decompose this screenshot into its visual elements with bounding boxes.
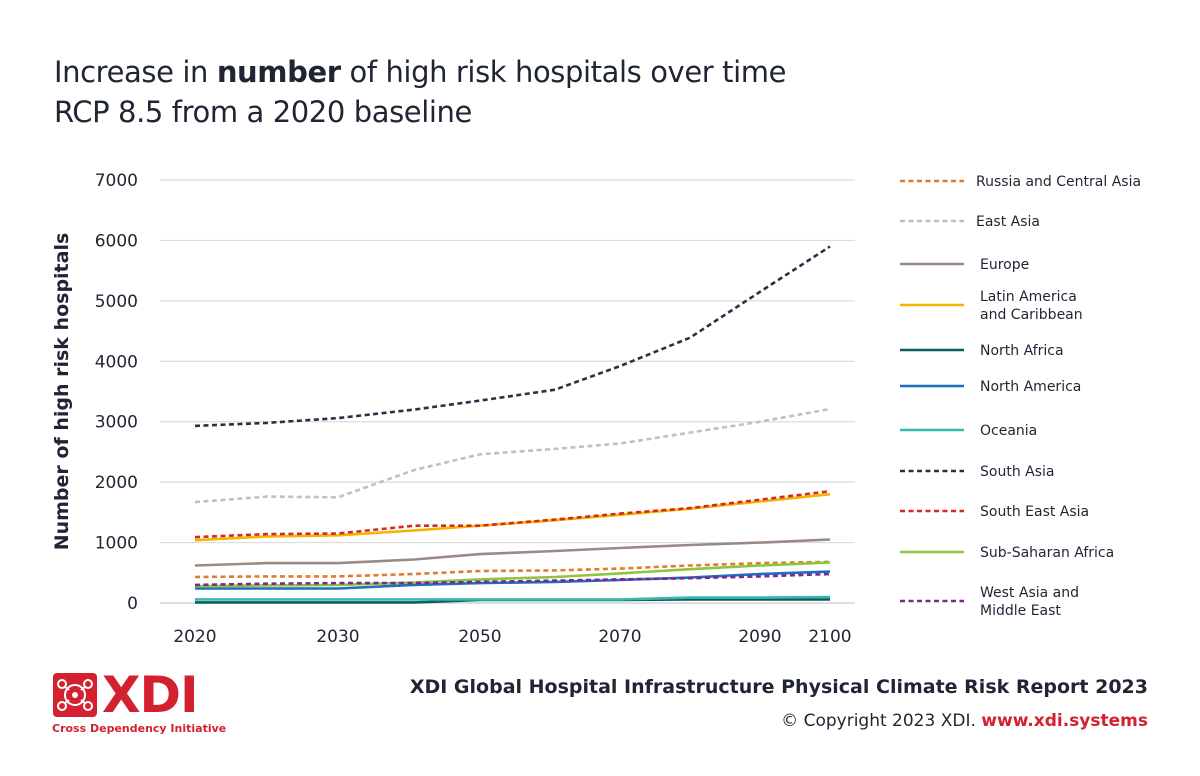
report-title: XDI Global Hospital Infrastructure Physi… [409,676,1148,698]
x-tick-label: 2100 [808,627,851,647]
legend-label: Sub-Saharan Africa [980,545,1114,561]
legend-label: Russia and Central Asia [976,174,1141,190]
x-tick-label: 2090 [738,627,781,647]
logo-wordmark: XDI [102,666,199,724]
series-line [194,561,831,588]
website-link[interactable]: www.xdi.systems [981,711,1148,731]
y-axis-title: Number of high risk hospitals [51,233,73,551]
legend-label: West Asia and Middle East [980,585,1079,619]
legend-label: South East Asia [980,504,1089,520]
x-tick-label: 2020 [173,627,216,647]
legend-label: South Asia [980,464,1054,480]
y-tick-label: 2000 [95,473,138,493]
y-tick-label: 4000 [95,352,138,372]
title-line-2: RCP 8.5 from a 2020 baseline [54,95,472,129]
x-tick-label: 2070 [598,627,641,647]
series-line [194,489,831,539]
y-tick-label: 3000 [95,413,138,433]
y-tick-label: 1000 [95,534,138,554]
y-tick-label: 6000 [95,231,138,251]
series-line [195,570,831,590]
series-line [194,245,831,428]
legend-label: Latin America and Caribbean [980,289,1083,323]
legend-label: Europe [980,257,1029,273]
series-line [194,560,831,579]
x-tick-label: 2050 [458,627,501,647]
series-line [194,572,831,587]
y-tick-label: 0 [127,594,138,614]
network-logo-icon [53,673,97,717]
legend-label: East Asia [976,214,1040,230]
logo-subtitle: Cross Dependency Initiative [52,722,227,735]
y-tick-label: 7000 [95,171,138,191]
copyright-text: © Copyright 2023 XDI. [781,711,976,731]
series-line [195,595,831,601]
chart-title: Increase in number of high risk hospital… [54,52,786,132]
line-chart: 0 1000 2000 3000 4000 5000 6000 7000 2020 2030 205… [51,171,1141,647]
legend-label: North America [980,379,1081,395]
copyright-line: © Copyright 2023 XDI. www.xdi.systems [781,711,1148,731]
series-line [194,407,831,504]
title-line-1: Increase in number of high risk hospital… [54,55,787,89]
series-line [194,538,831,567]
xdi-logo: XDI Cross Dependency Initiative [52,666,226,735]
title-emphasis: number [216,55,341,89]
y-tick-label: 5000 [95,292,138,312]
legend-label: Oceania [980,423,1037,439]
x-tick-label: 2030 [316,627,359,647]
legend-label: North Africa [980,343,1064,359]
